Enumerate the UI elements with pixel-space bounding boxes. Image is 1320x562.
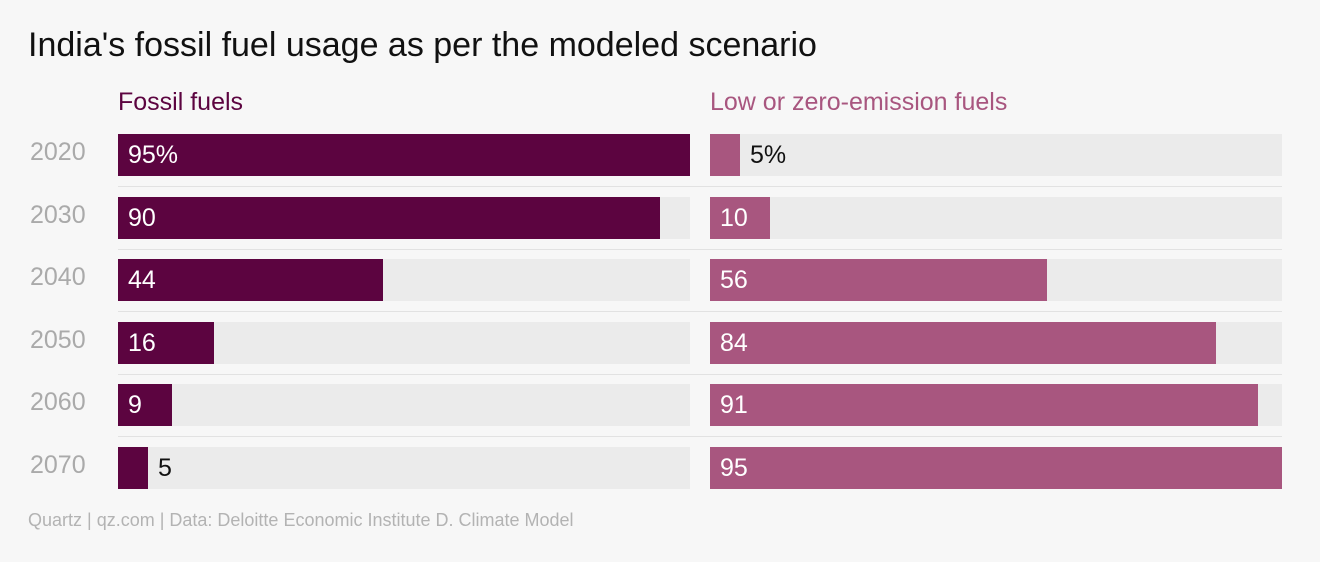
bar-track-fossil-2070: 5 (118, 447, 690, 489)
year-label-2020: 2020 (30, 138, 86, 166)
data-label-fossil-2050: 16 (128, 329, 156, 357)
bar-low-emission-2050 (710, 322, 1216, 364)
bar-track-fossil-2040: 44 (118, 259, 690, 301)
series-label-fossil-fuels: Fossil fuels (118, 88, 244, 116)
bar-low-emission-2020 (710, 134, 740, 176)
bar-fossil-2020 (118, 134, 690, 176)
bar-low-emission-2030 (710, 197, 770, 239)
bar-fossil-2040 (118, 259, 383, 301)
data-label-fossil-2070: 5 (158, 454, 172, 482)
data-label-low-emission-2020: 5% (750, 141, 787, 169)
data-label-fossil-2060: 9 (128, 391, 142, 419)
year-label-2030: 2030 (30, 201, 86, 229)
bar-low-emission-2040 (710, 259, 1047, 301)
row-separator (118, 311, 1282, 312)
bar-low-emission-2070 (710, 447, 1282, 489)
data-label-low-emission-2030: 10 (720, 204, 748, 232)
row-separator (118, 186, 1282, 187)
bar-fossil-2030 (118, 197, 660, 239)
bar-track-fossil-2060: 9 (118, 384, 690, 426)
bar-track-low-emission-2040: 56 (710, 259, 1282, 301)
chart-title: India's fossil fuel usage as per the mod… (28, 26, 817, 64)
bar-track-fossil-2020: 95% (118, 134, 690, 176)
bar-low-emission-2060 (710, 384, 1258, 426)
row-separator (118, 374, 1282, 375)
bar-chart: 2020 95% 5% 2030 90 10 2040 44 56 2050 16 84 2060 9 91… (30, 134, 1282, 489)
bar-fossil-2050 (118, 322, 214, 364)
data-label-fossil-2020: 95% (128, 141, 179, 169)
bar-fossil-2070 (118, 447, 148, 489)
year-label-2060: 2060 (30, 388, 86, 416)
series-label-low-zero-emission-fuels: Low or zero-emission fuels (710, 88, 1008, 116)
bar-track-low-emission-2070: 95 (710, 447, 1282, 489)
row-separator (118, 249, 1282, 250)
data-label-low-emission-2070: 95 (720, 454, 748, 482)
bar-track-low-emission-2030: 10 (710, 197, 1282, 239)
row-separator (118, 436, 1282, 437)
data-label-fossil-2030: 90 (128, 204, 156, 232)
year-label-2070: 2070 (30, 451, 86, 479)
bar-track-low-emission-2060: 91 (710, 384, 1282, 426)
data-label-fossil-2040: 44 (128, 266, 156, 294)
year-label-2040: 2040 (30, 263, 86, 291)
data-label-low-emission-2050: 84 (720, 329, 748, 357)
bar-track-low-emission-2050: 84 (710, 322, 1282, 364)
data-label-low-emission-2060: 91 (720, 391, 748, 419)
bar-track-fossil-2030: 90 (118, 197, 690, 239)
year-label-2050: 2050 (30, 326, 86, 354)
bar-track-low-emission-2020: 5% (710, 134, 1282, 176)
bar-fossil-2060 (118, 384, 172, 426)
data-label-low-emission-2040: 56 (720, 266, 748, 294)
source-note: Quartz | qz.com | Data: Deloitte Economi… (28, 510, 574, 530)
bar-track-fossil-2050: 16 (118, 322, 690, 364)
